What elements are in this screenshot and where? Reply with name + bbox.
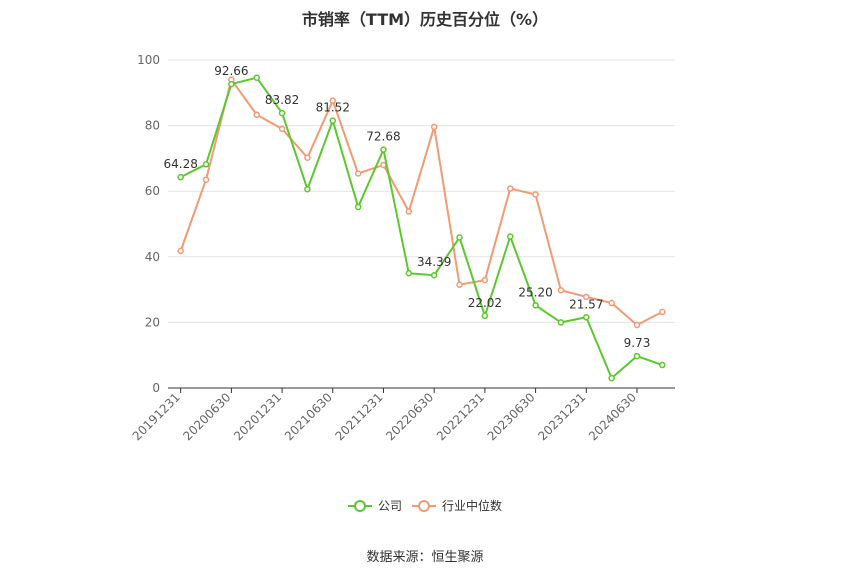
industry-median-data-point [202, 176, 210, 183]
company-data-point [304, 185, 311, 193]
industry-median-data-point [380, 161, 387, 169]
legend-item-company: 公司 [378, 499, 402, 513]
company-data-point [583, 314, 590, 321]
company-data-point [557, 319, 565, 326]
company-data-point [228, 80, 235, 88]
x-tick-label: 20231231 [535, 390, 588, 443]
industry-median-data-point [481, 276, 489, 284]
industry-median-data-point [430, 123, 438, 131]
x-tick-label: 20240630 [586, 390, 639, 443]
industry-median-data-point [532, 191, 539, 198]
industry-median-data-point [608, 299, 615, 307]
company-data-point [253, 74, 260, 81]
company-data-point [633, 352, 641, 360]
x-tick-label: 20201231 [231, 390, 284, 443]
company-data-point [278, 109, 286, 117]
industry-median-data-point [506, 185, 514, 192]
industry-median-data-point [557, 287, 565, 294]
y-tick-label: 60 [145, 184, 160, 198]
company-data-point [177, 173, 184, 181]
y-tick-label: 80 [145, 119, 160, 133]
data-label: 9.73 [624, 336, 651, 350]
data-label: 25.20 [518, 285, 552, 299]
company-data-point [506, 233, 514, 240]
industry-median-data-point [659, 308, 666, 316]
industry-median-data-point [583, 293, 590, 301]
legend-marker [418, 500, 430, 512]
industry-median-data-point [456, 281, 463, 288]
data-label: 64.28 [163, 157, 197, 171]
company-data-point [354, 203, 362, 211]
industry-median-series-line [179, 78, 663, 327]
data-label: 83.82 [265, 93, 299, 107]
company-data-point [481, 312, 489, 320]
x-tick-label: 20200630 [180, 390, 233, 443]
x-tick-label: 20211231 [333, 390, 386, 443]
industry-median-data-point [329, 97, 337, 104]
data-label: 22.02 [468, 296, 502, 310]
industry-median-data-point [278, 125, 286, 133]
chart-title: 市销率（TTM）历史百分位（%） [301, 10, 549, 29]
x-tick-label: 20210630 [282, 390, 335, 443]
data-source-text: 数据来源：恒生聚源 [366, 550, 484, 565]
legend-marker [354, 500, 366, 512]
x-tick-label: 20221231 [434, 390, 487, 443]
y-tick-label: 40 [145, 250, 160, 264]
company-data-point [456, 234, 463, 241]
company-data-point [430, 271, 438, 279]
industry-median-data-point [304, 154, 311, 161]
industry-median-data-point [253, 111, 260, 119]
x-tick-label: 20191231 [130, 390, 183, 443]
data-label: 34.39 [417, 255, 451, 269]
company-data-point [380, 146, 387, 153]
company-data-point [405, 269, 413, 277]
industry-median-data-point [177, 247, 184, 255]
data-label: 81.52 [316, 101, 350, 115]
company-data-point [608, 374, 615, 382]
company-series-line [180, 76, 663, 380]
x-tick-label: 20230630 [485, 390, 538, 443]
y-tick-label: 0 [152, 381, 160, 395]
industry-median-data-point [633, 321, 641, 329]
company-data-point [659, 361, 666, 369]
company-data-point [202, 161, 210, 168]
x-tick-label: 20220630 [383, 390, 436, 443]
industry-median-data-point [354, 170, 362, 177]
y-tick-label: 20 [145, 315, 160, 329]
legend-item-industry-median: 行业中位数 [442, 498, 502, 513]
y-tick-label: 100 [137, 53, 160, 67]
industry-median-data-point [405, 208, 413, 215]
data-label: 92.66 [214, 64, 248, 78]
data-label: 72.68 [366, 130, 400, 144]
data-label: 21.57 [569, 297, 603, 311]
company-data-point [329, 117, 337, 124]
company-data-point [532, 302, 539, 309]
